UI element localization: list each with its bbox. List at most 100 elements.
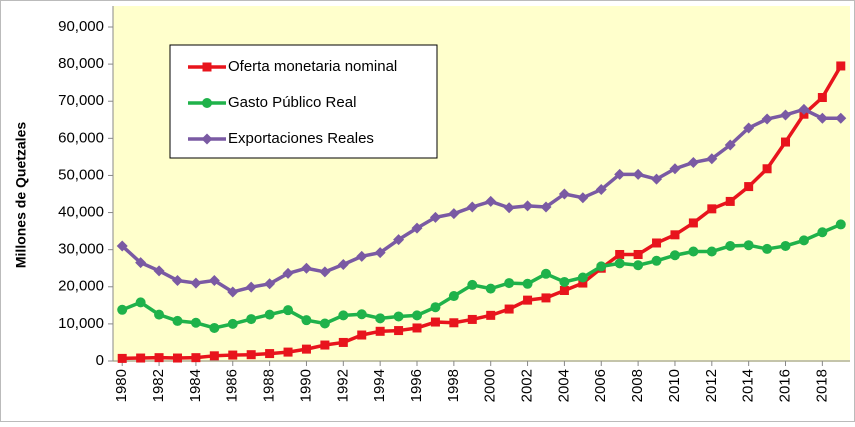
marker <box>743 122 755 134</box>
marker <box>577 272 588 283</box>
x-tick-label: 2012 <box>703 369 720 402</box>
marker <box>282 267 294 279</box>
marker <box>411 222 423 234</box>
marker <box>356 250 368 262</box>
marker <box>504 278 515 289</box>
y-tick-label: 70,000 <box>58 92 104 109</box>
marker <box>836 61 846 71</box>
marker <box>135 257 147 269</box>
marker <box>632 168 644 180</box>
marker <box>652 238 662 248</box>
marker <box>209 351 219 361</box>
marker <box>117 304 128 315</box>
marker <box>559 285 569 295</box>
marker <box>651 255 662 266</box>
marker <box>227 318 238 329</box>
legend-label: Gasto Público Real <box>228 94 356 111</box>
marker <box>540 268 551 279</box>
y-tick-label: 10,000 <box>58 315 104 332</box>
marker <box>522 200 534 212</box>
marker <box>227 286 239 298</box>
y-tick-label: 80,000 <box>58 55 104 72</box>
marker <box>393 311 404 322</box>
marker <box>429 211 441 223</box>
marker <box>725 240 736 251</box>
marker <box>356 309 367 320</box>
marker <box>485 195 497 207</box>
marker <box>201 133 213 145</box>
marker <box>558 188 570 200</box>
marker <box>265 349 275 359</box>
marker <box>135 297 146 308</box>
marker <box>430 317 440 327</box>
x-tick-label: 1990 <box>297 369 314 402</box>
marker <box>559 276 570 287</box>
marker <box>798 103 810 115</box>
marker <box>615 249 625 259</box>
x-tick-label: 1986 <box>224 369 241 402</box>
marker <box>596 261 607 272</box>
marker <box>633 249 643 259</box>
marker <box>578 278 588 288</box>
marker <box>412 323 422 333</box>
marker <box>338 337 348 347</box>
marker <box>762 243 773 254</box>
x-tick-label: 2010 <box>666 369 683 402</box>
marker <box>202 62 212 72</box>
marker <box>283 347 293 357</box>
marker <box>687 156 699 168</box>
marker <box>467 279 478 290</box>
marker <box>522 278 533 289</box>
marker <box>577 192 589 204</box>
marker <box>540 201 552 213</box>
marker <box>669 250 680 261</box>
marker <box>154 353 164 363</box>
x-tick-label: 2018 <box>813 369 830 402</box>
marker <box>614 168 626 180</box>
marker <box>633 260 644 271</box>
marker <box>541 293 551 303</box>
marker <box>798 235 809 246</box>
marker <box>448 291 459 302</box>
marker <box>319 266 331 278</box>
marker <box>209 322 220 333</box>
marker <box>154 309 165 320</box>
marker <box>485 283 496 294</box>
marker <box>816 112 828 124</box>
marker <box>706 153 718 165</box>
x-tick-label: 1982 <box>150 369 167 402</box>
marker <box>670 230 680 240</box>
x-tick-label: 1996 <box>408 369 425 402</box>
y-tick-label: 50,000 <box>58 166 104 183</box>
marker <box>117 353 127 363</box>
marker <box>669 163 681 175</box>
marker <box>264 278 276 290</box>
marker <box>835 112 847 124</box>
marker <box>688 218 698 228</box>
y-tick-label: 60,000 <box>58 129 104 146</box>
marker <box>761 113 773 125</box>
marker <box>780 240 791 251</box>
marker <box>486 310 496 320</box>
marker <box>374 247 386 259</box>
marker <box>614 258 625 269</box>
marker <box>743 240 754 251</box>
legend-label: Exportaciones Reales <box>228 130 374 147</box>
marker <box>707 204 717 214</box>
marker <box>301 344 311 354</box>
marker <box>706 246 717 257</box>
y-tick-label: 30,000 <box>58 241 104 258</box>
marker <box>780 109 792 121</box>
marker <box>688 246 699 257</box>
marker <box>467 314 477 324</box>
x-tick-label: 2008 <box>629 369 646 402</box>
x-tick-label: 2014 <box>740 369 757 402</box>
marker <box>357 330 367 340</box>
marker <box>430 302 441 313</box>
y-tick-label: 0 <box>96 352 104 369</box>
y-axis-title: Millones de Quetzales <box>13 122 29 268</box>
marker <box>449 318 459 328</box>
marker <box>246 350 256 360</box>
x-tick-label: 1988 <box>261 369 278 402</box>
